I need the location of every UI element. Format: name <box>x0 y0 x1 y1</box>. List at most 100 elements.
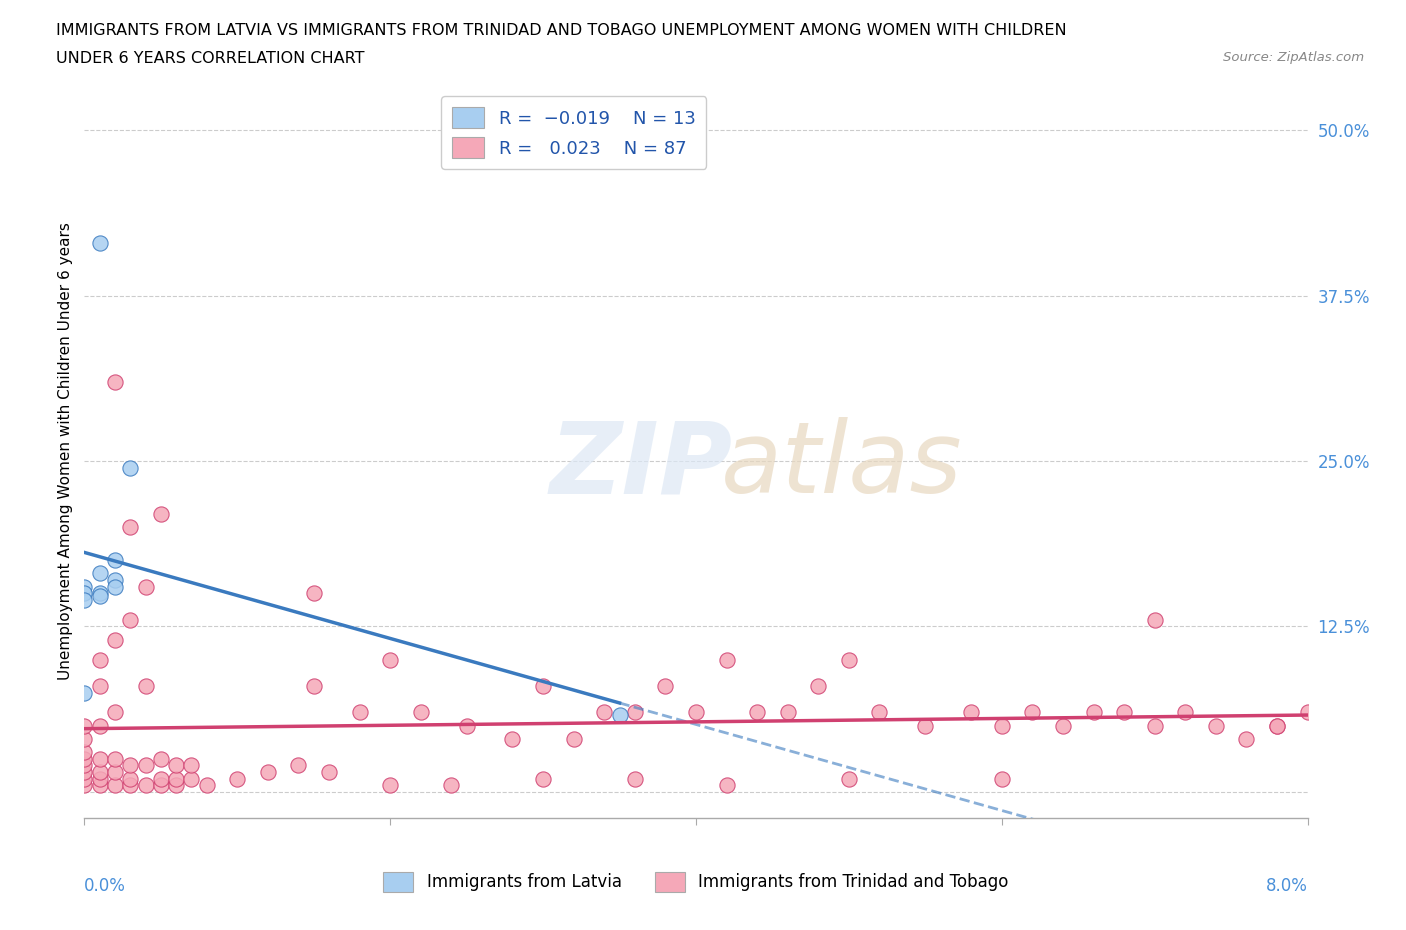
Point <box>120 758 142 773</box>
Point <box>104 374 127 389</box>
Point <box>120 777 142 792</box>
Point <box>89 652 111 667</box>
Point <box>609 708 631 723</box>
Point <box>89 751 111 766</box>
Point <box>1143 718 1166 733</box>
Point <box>73 718 96 733</box>
Point <box>1265 718 1288 733</box>
Point <box>73 592 96 607</box>
Point <box>869 705 891 720</box>
Point <box>73 751 96 766</box>
Point <box>302 586 325 601</box>
Y-axis label: Unemployment Among Women with Children Under 6 years: Unemployment Among Women with Children U… <box>58 222 73 680</box>
Point <box>456 718 478 733</box>
Point <box>1236 732 1258 747</box>
Point <box>562 732 585 747</box>
Legend: Immigrants from Latvia, Immigrants from Trinidad and Tobago: Immigrants from Latvia, Immigrants from … <box>377 866 1015 898</box>
Point <box>747 705 769 720</box>
Point <box>440 777 463 792</box>
Point <box>287 758 309 773</box>
Point <box>89 586 111 601</box>
Point <box>89 679 111 694</box>
Text: 0.0%: 0.0% <box>84 877 127 896</box>
Point <box>838 771 860 786</box>
Point <box>991 771 1014 786</box>
Point <box>165 758 187 773</box>
Point <box>104 573 127 588</box>
Point <box>624 771 647 786</box>
Point <box>654 679 676 694</box>
Point <box>73 777 96 792</box>
Point <box>257 764 280 779</box>
Point <box>73 685 96 700</box>
Point <box>89 777 111 792</box>
Point <box>120 771 142 786</box>
Point <box>165 771 187 786</box>
Point <box>149 751 172 766</box>
Point <box>776 705 799 720</box>
Point <box>104 751 127 766</box>
Point <box>502 732 524 747</box>
Point <box>89 589 111 604</box>
Point <box>89 764 111 779</box>
Point <box>89 771 111 786</box>
Point <box>73 579 96 594</box>
Text: Source: ZipAtlas.com: Source: ZipAtlas.com <box>1223 51 1364 64</box>
Point <box>409 705 432 720</box>
Text: atlas: atlas <box>720 418 962 514</box>
Point <box>1114 705 1136 720</box>
Point <box>991 718 1014 733</box>
Point <box>318 764 340 779</box>
Point <box>1265 718 1288 733</box>
Point <box>135 758 157 773</box>
Text: 8.0%: 8.0% <box>1265 877 1308 896</box>
Point <box>73 586 96 601</box>
Point <box>104 777 127 792</box>
Point <box>180 758 202 773</box>
Point <box>73 771 96 786</box>
Point <box>120 520 142 535</box>
Point <box>685 705 707 720</box>
Point <box>960 705 983 720</box>
Point <box>135 679 157 694</box>
Point <box>73 745 96 760</box>
Point <box>1296 705 1319 720</box>
Point <box>89 718 111 733</box>
Point <box>349 705 371 720</box>
Point <box>149 777 172 792</box>
Point <box>380 652 402 667</box>
Point <box>226 771 249 786</box>
Text: UNDER 6 YEARS CORRELATION CHART: UNDER 6 YEARS CORRELATION CHART <box>56 51 364 66</box>
Point <box>149 507 172 522</box>
Point <box>104 764 127 779</box>
Point <box>302 679 325 694</box>
Point <box>1021 705 1043 720</box>
Point <box>89 235 111 250</box>
Point <box>531 771 554 786</box>
Point <box>73 764 96 779</box>
Point <box>1174 705 1197 720</box>
Point <box>1143 612 1166 627</box>
Point <box>73 732 96 747</box>
Point <box>104 552 127 567</box>
Point <box>120 612 142 627</box>
Point <box>716 777 738 792</box>
Point <box>104 579 127 594</box>
Point <box>380 777 402 792</box>
Point <box>104 632 127 647</box>
Point <box>914 718 936 733</box>
Point <box>120 460 142 475</box>
Text: ZIP: ZIP <box>550 418 733 514</box>
Point <box>89 566 111 581</box>
Point <box>1052 718 1074 733</box>
Point <box>135 579 157 594</box>
Point <box>593 705 616 720</box>
Point <box>624 705 647 720</box>
Point <box>165 777 187 792</box>
Point <box>1083 705 1105 720</box>
Point <box>73 758 96 773</box>
Point <box>807 679 830 694</box>
Point <box>135 777 157 792</box>
Point <box>180 771 202 786</box>
Point <box>1205 718 1227 733</box>
